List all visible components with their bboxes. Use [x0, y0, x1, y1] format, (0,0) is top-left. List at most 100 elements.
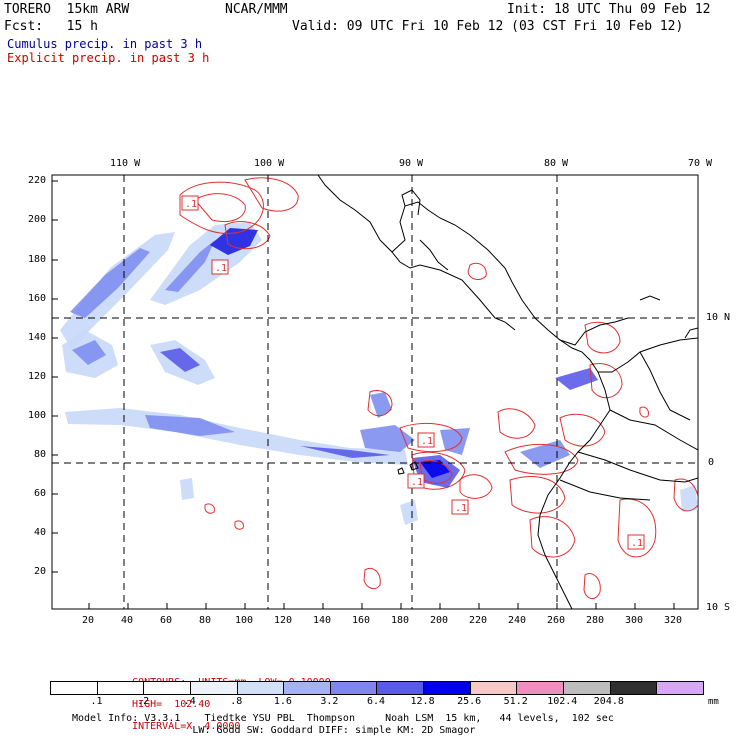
coastline-path	[559, 337, 698, 373]
lon-label-110w: 110 W	[110, 158, 141, 169]
border-path	[419, 239, 449, 271]
y-tick-label: 80	[34, 449, 47, 460]
colorbar-cell	[237, 682, 285, 694]
precip-area	[60, 232, 175, 350]
explicit-legend-line: Explicit precip. in past 3 h	[7, 51, 210, 65]
precip-area	[370, 392, 392, 418]
contour-interval: INTERVAL=X 4.0000	[132, 721, 241, 732]
svg-text:.1: .1	[421, 436, 433, 447]
contour-line	[399, 422, 463, 453]
colorbar-cell	[190, 682, 238, 694]
colorbar-cell	[470, 682, 518, 694]
precip-area	[300, 446, 390, 458]
contour-line	[509, 476, 566, 514]
contour-line	[583, 573, 601, 599]
contour-label: .1	[181, 195, 199, 211]
colorbar-cell	[144, 682, 191, 694]
y-tick-label: 60	[34, 488, 47, 499]
precip-area	[520, 440, 570, 468]
coastlines	[317, 175, 698, 609]
contour-line	[673, 478, 698, 512]
colorbar-tick-label: 12.8	[410, 696, 435, 707]
explicit-precip-contours	[179, 177, 698, 599]
x-tick-label: 20	[82, 615, 95, 626]
x-tick-label: 300	[625, 615, 644, 626]
precip-area	[70, 248, 150, 318]
y-tick-label: 120	[28, 371, 47, 382]
contour-line	[497, 408, 536, 439]
lon-label-80w: 80 W	[544, 158, 569, 169]
contour-line	[504, 443, 579, 475]
contour-line	[529, 516, 576, 558]
physics-info: LW: Godd SW: Goddard DIFF: simple KM: 2D…	[72, 725, 476, 736]
colorbar-tick-label: 3.2	[320, 696, 339, 707]
svg-text:.1: .1	[455, 503, 467, 514]
contour-label: .1	[417, 432, 435, 448]
coastline-path	[684, 327, 698, 339]
precip-area	[440, 428, 470, 455]
contour-line	[584, 321, 621, 354]
lon-label-70w: 70 W	[688, 158, 713, 169]
colorbar-tick-label: 1.6	[273, 696, 292, 707]
model-title: TORERO 15km ARW	[4, 2, 130, 17]
contour-line	[411, 451, 466, 490]
y-tick-label: 200	[28, 214, 47, 225]
precip-area	[400, 500, 418, 525]
x-tick-label: 260	[547, 615, 566, 626]
colorbar-tick-label: .1	[90, 696, 103, 707]
contour-label: .1	[407, 473, 425, 489]
contour-line	[244, 177, 299, 212]
x-tick-label: 240	[508, 615, 527, 626]
x-tick-label: 40	[121, 615, 134, 626]
lat-label-0: 0	[708, 457, 715, 468]
lon-label-90w: 90 W	[399, 158, 424, 169]
frame-ticks	[52, 180, 675, 609]
x-tick-label: 280	[586, 615, 605, 626]
contour-line	[559, 413, 606, 447]
svg-text:.1: .1	[411, 477, 423, 488]
colorbar-cell	[657, 682, 703, 694]
x-tick-label: 100	[235, 615, 254, 626]
precip-area	[180, 478, 194, 500]
precip-area	[210, 228, 258, 255]
contour-line	[234, 520, 244, 530]
y-tick-label: 20	[34, 566, 47, 577]
x-tick-label: 80	[199, 615, 212, 626]
border-path	[391, 251, 516, 331]
contour-line	[204, 503, 215, 514]
x-tick-label: 140	[313, 615, 332, 626]
precip-area	[72, 340, 106, 365]
colorbar-tick-label: .8	[230, 696, 243, 707]
lat-label-10s: 10 S	[706, 602, 731, 613]
border-path	[577, 451, 698, 483]
island-path	[639, 295, 661, 301]
y-tick-label: 40	[34, 527, 47, 538]
init-time: Init: 18 UTC Thu 09 Feb 12	[507, 2, 711, 17]
contour-labels: .1 .1 .1 .1 .1	[181, 195, 645, 550]
precip-area	[160, 348, 200, 372]
colorbar-tick-label: 51.2	[503, 696, 528, 707]
contour-line	[459, 474, 493, 499]
cumulus-legend-line: Cumulus precip. in past 3 h	[7, 37, 203, 51]
colorbar	[50, 681, 704, 695]
precip-area	[555, 368, 598, 390]
contour-line	[367, 390, 393, 417]
colorbar-cell	[517, 682, 565, 694]
colorbar-tick-label: 25.6	[457, 696, 482, 707]
contour-line	[467, 262, 487, 280]
colorbar-cell	[330, 682, 378, 694]
lat-label-10n: 10 N	[706, 312, 731, 323]
lon-label-100w: 100 W	[254, 158, 285, 169]
x-tick-label: 160	[352, 615, 371, 626]
contour-line	[639, 406, 649, 418]
cumulus-precip-field	[60, 222, 698, 525]
contour-line	[224, 221, 271, 250]
x-tick-label: 220	[469, 615, 488, 626]
coastline-path	[537, 461, 573, 609]
y-tick-label: 180	[28, 254, 47, 265]
org-label: NCAR/MMM	[225, 2, 288, 17]
contour-line	[363, 567, 381, 590]
colorbar-cell	[377, 682, 425, 694]
precip-area	[165, 240, 215, 292]
